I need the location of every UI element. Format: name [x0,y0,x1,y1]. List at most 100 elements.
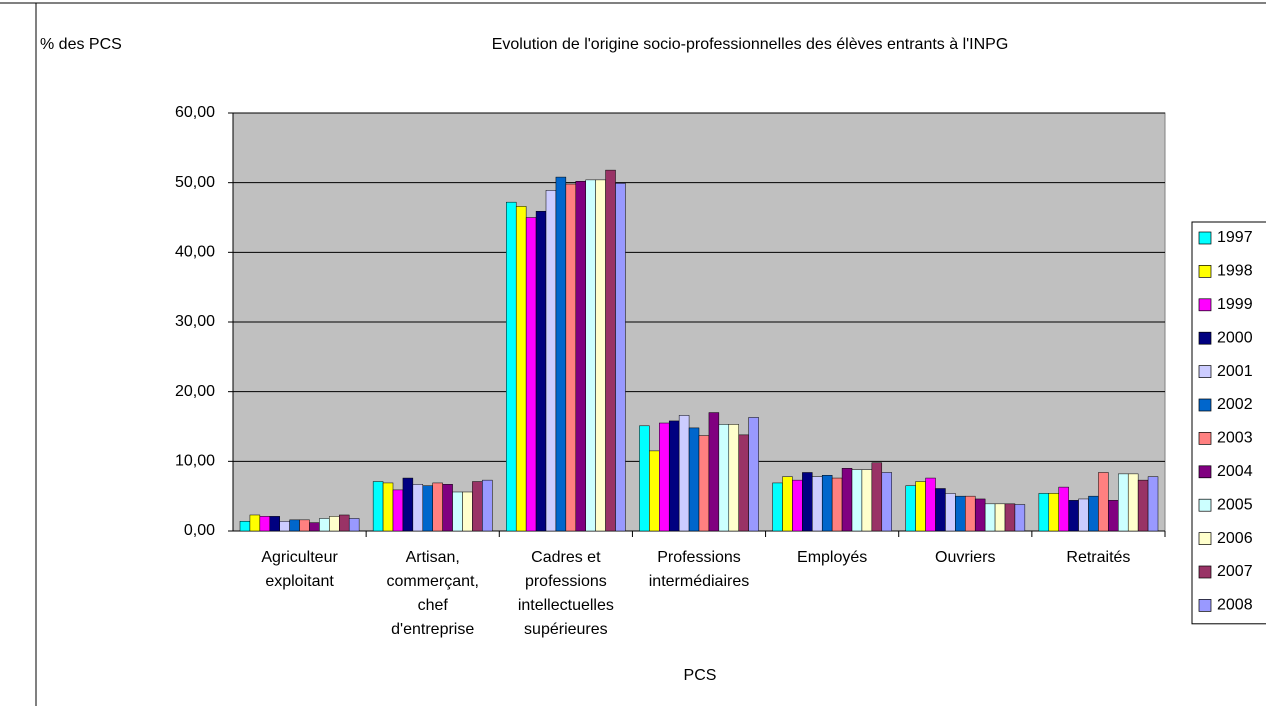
bar [688,427,700,532]
bar [525,217,537,532]
bar [382,482,394,532]
bar [1127,473,1139,532]
bar [1088,495,1099,532]
bar [1068,500,1079,532]
x-tick-label: Artisan, [406,549,460,566]
x-tick-label: intermédiaires [649,573,749,590]
bar [239,520,251,532]
x-tick-label: chef [418,597,449,614]
bar [319,518,330,532]
bar [965,495,976,532]
bar [831,477,843,532]
bar [738,434,749,532]
bar [605,169,616,532]
bar [1014,504,1026,532]
bar [841,468,853,532]
bar [279,520,290,532]
y-axis-title: % des PCS [40,36,122,53]
bar [372,481,384,532]
legend-label: 2006 [1217,530,1253,547]
bar [348,518,360,532]
legend-label: 2003 [1217,430,1253,447]
bar [1118,473,1129,532]
bar [945,493,956,532]
bar [649,450,660,532]
bar [639,425,650,532]
bar [615,183,626,532]
bar [984,503,996,532]
legend-label: 2002 [1217,396,1253,413]
legend-swatch [1198,331,1212,345]
bar [472,481,483,532]
bar [905,485,916,532]
x-tick-label: Retraités [1066,549,1130,566]
bar [422,485,433,532]
bar [432,482,443,532]
legend-label: 1997 [1217,229,1253,246]
x-tick-label: commerçant, [386,573,478,590]
bar [678,415,690,532]
x-tick-label: professions [525,573,607,590]
bar [668,420,680,532]
legend-swatch [1198,365,1212,378]
bar [555,176,567,532]
bar [412,484,424,532]
bar [585,179,596,532]
y-tick-label: 20,00 [175,383,215,400]
bar [506,201,517,532]
bar [575,181,586,532]
legend-swatch [1198,231,1212,245]
bar [821,475,833,532]
chart-title: Evolution de l'origine socio-professionn… [492,36,1009,53]
legend-label: 1999 [1217,296,1253,313]
bar [1048,493,1059,532]
legend-label: 2007 [1217,563,1253,580]
legend-label: 2004 [1217,463,1253,480]
bar [259,516,271,532]
bar [1108,500,1119,532]
bar [708,412,720,532]
bar [881,472,892,532]
bar [442,484,453,532]
y-tick-label: 0,00 [184,522,215,539]
bar [565,183,577,532]
legend-label: 2008 [1217,597,1253,614]
bar [802,472,813,532]
bar [289,519,300,532]
bar [925,477,936,532]
x-tick-label: Ouvriers [935,549,995,566]
bar [698,435,710,532]
legend-swatch [1198,265,1212,278]
bar [339,514,350,532]
bar [1058,486,1069,532]
legend-label: 2001 [1217,363,1253,380]
bar [1137,479,1149,532]
bar [792,479,803,532]
x-tick-label: Employés [797,549,867,566]
legend-swatch [1198,565,1212,579]
x-tick-label: Cadres et [531,549,601,566]
bar [974,498,986,532]
bar [329,516,340,532]
y-tick-label: 40,00 [175,244,215,261]
bar [994,503,1006,532]
bar [748,417,759,532]
bar [935,488,946,532]
bar [915,481,926,532]
y-tick-label: 50,00 [175,174,215,191]
legend-label: 2005 [1217,496,1253,513]
legend-label: 1998 [1217,263,1253,280]
bar [299,519,310,532]
legend-swatch [1198,532,1212,545]
bar [535,210,547,532]
bar [452,491,463,532]
bar [1098,472,1109,532]
x-tick-label: Professions [657,549,741,566]
legend-label: 2000 [1217,329,1253,346]
legend-swatch [1198,599,1212,612]
bar [812,476,823,532]
bar [462,491,473,532]
x-axis-title: PCS [684,667,717,684]
legend-swatch [1198,498,1212,512]
